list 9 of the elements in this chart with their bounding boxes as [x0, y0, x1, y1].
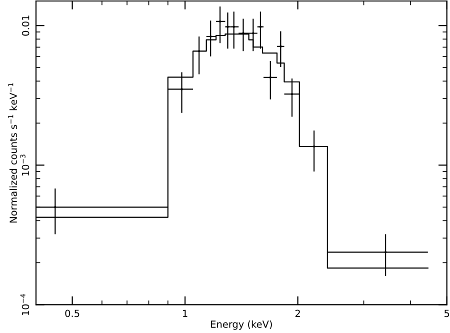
y-tick-label: 10$^{−4}$ [20, 294, 30, 316]
y-tick-label: 0.01 [22, 16, 30, 36]
x-tick-label: 0.5 [65, 310, 80, 318]
x-tick-label: 2 [295, 310, 300, 317]
y-axis-title: Normalized counts s$^{−1}$ keV$^{−1}$ [8, 83, 17, 223]
x-axis-title: Energy (keV) [211, 320, 272, 330]
y-tick-label: 10$^{−3}$ [20, 154, 30, 176]
x-tick-label: 1 [183, 310, 188, 317]
x-tick-label: 5 [444, 310, 450, 318]
